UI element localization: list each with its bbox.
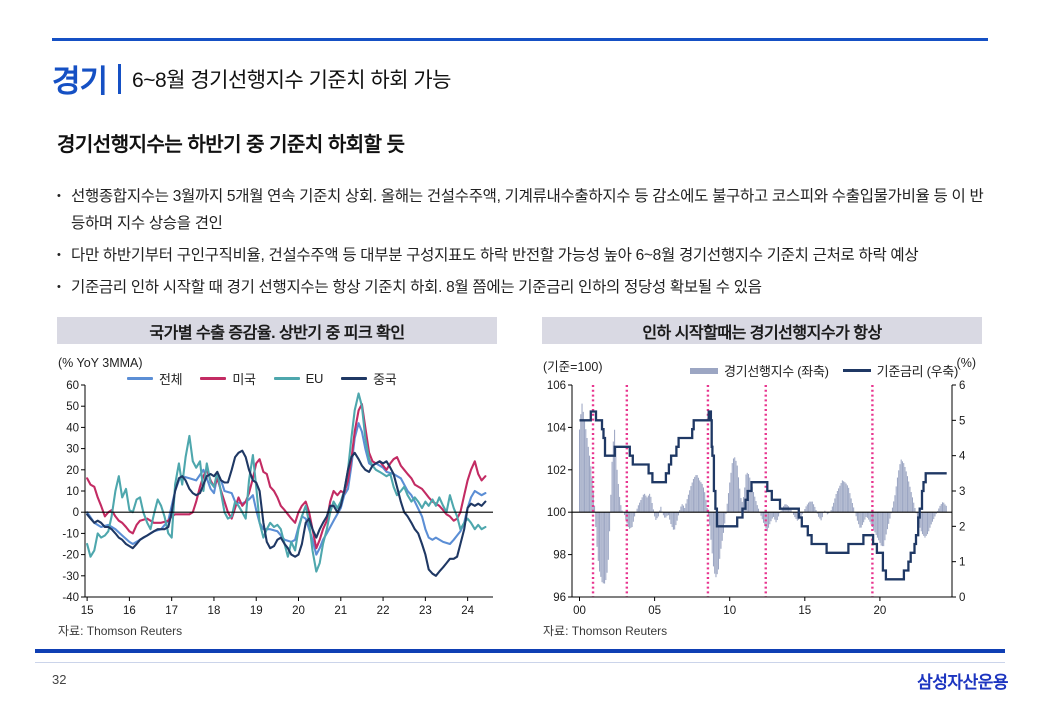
bullet-item: • 기준금리 인하 시작할 때 경기 선행지수는 항상 기준치 하회. 8월 쯤에… bbox=[57, 274, 992, 301]
legend-swatch bbox=[273, 377, 300, 380]
svg-text:21: 21 bbox=[334, 605, 347, 617]
svg-text:00: 00 bbox=[573, 605, 586, 617]
page-title: 6~8월 경기선행지수 기준치 하회 가능 bbox=[132, 68, 451, 92]
leading-index-policy-rate-chart: 인하 시작할때는 경기선행지수가 항상 (기준=100) (%) 경기선행지수 … bbox=[542, 317, 982, 652]
svg-text:40: 40 bbox=[66, 422, 79, 434]
legend-swatch bbox=[341, 377, 368, 380]
legend-label: 중국 bbox=[373, 372, 397, 387]
bottom-rule bbox=[35, 649, 1005, 653]
svg-text:17: 17 bbox=[165, 605, 178, 617]
bullet-list: • 선행종합지수는 3월까지 5개월 연속 기준치 상회. 올해는 건설수주액, … bbox=[57, 183, 992, 307]
source-note: 자료: Thomson Reuters bbox=[543, 624, 668, 638]
svg-text:19: 19 bbox=[250, 605, 263, 617]
svg-text:6: 6 bbox=[959, 380, 965, 392]
svg-text:4: 4 bbox=[959, 451, 966, 463]
svg-text:05: 05 bbox=[648, 605, 661, 617]
y-axis-unit-label: (% YoY 3MMA) bbox=[58, 356, 143, 370]
bottom-thin-rule bbox=[35, 662, 1005, 663]
section-title: 경기 bbox=[52, 64, 108, 99]
legend-label: 전체 bbox=[159, 372, 183, 387]
chart-legend: 전체 미국 EU 중국 bbox=[127, 369, 397, 388]
svg-text:20: 20 bbox=[874, 605, 887, 617]
svg-text:5: 5 bbox=[959, 415, 965, 427]
svg-text:15: 15 bbox=[798, 605, 811, 617]
chart-legend: 경기선행지수 (좌축) 기준금리 (우축) bbox=[690, 361, 958, 380]
svg-text:16: 16 bbox=[123, 605, 136, 617]
legend-label: 미국 bbox=[232, 372, 256, 387]
legend-swatch bbox=[690, 367, 718, 374]
bullet-dot: • bbox=[57, 249, 61, 262]
left-axis-unit-label: (기준=100) bbox=[543, 360, 603, 374]
svg-text:-40: -40 bbox=[62, 592, 79, 604]
legend-swatch bbox=[127, 377, 153, 380]
chart-title: 국가별 수출 증감율. 상반기 중 피크 확인 bbox=[57, 317, 497, 344]
svg-text:0: 0 bbox=[73, 507, 79, 519]
svg-text:2: 2 bbox=[959, 521, 965, 533]
legend-item: 경기선행지수 (좌축) bbox=[690, 361, 829, 380]
svg-text:1: 1 bbox=[959, 557, 965, 569]
subtitle: 경기선행지수는 하반기 중 기준치 하회할 듯 bbox=[57, 134, 405, 156]
page-number: 32 bbox=[52, 672, 67, 687]
legend-swatch bbox=[200, 377, 227, 380]
legend-item: 기준금리 (우축) bbox=[842, 361, 959, 380]
legend-swatch bbox=[842, 369, 871, 372]
legend-item: 미국 bbox=[200, 369, 256, 388]
svg-text:18: 18 bbox=[208, 605, 221, 617]
source-note: 자료: Thomson Reuters bbox=[58, 624, 183, 638]
bullet-item: • 다만 하반기부터 구인구직비율, 건설수주액 등 대부분 구성지표도 하락 반… bbox=[57, 242, 992, 269]
bullet-text: 다만 하반기부터 구인구직비율, 건설수주액 등 대부분 구성지표도 하락 반전… bbox=[71, 247, 919, 265]
svg-text:22: 22 bbox=[377, 605, 390, 617]
svg-text:3: 3 bbox=[959, 486, 965, 498]
svg-text:23: 23 bbox=[419, 605, 432, 617]
header: 경기 6~8월 경기선행지수 기준치 하회 가능 bbox=[52, 56, 451, 101]
svg-text:20: 20 bbox=[66, 465, 79, 477]
bullet-text: 기준금리 인하 시작할 때 경기 선행지수는 항상 기준치 하회. 8월 쯤에는… bbox=[71, 279, 762, 297]
svg-text:-30: -30 bbox=[62, 571, 79, 583]
export-growth-chart: 국가별 수출 증감율. 상반기 중 피크 확인 (% YoY 3MMA) 전체 … bbox=[57, 317, 497, 652]
legend-label: 경기선행지수 (좌축) bbox=[724, 364, 829, 379]
legend-item: 중국 bbox=[341, 369, 397, 388]
legend-item: EU bbox=[273, 371, 324, 386]
svg-text:10: 10 bbox=[66, 486, 79, 498]
bullet-dot: • bbox=[57, 281, 61, 294]
svg-text:20: 20 bbox=[292, 605, 305, 617]
chart-title: 인하 시작할때는 경기선행지수가 항상 bbox=[542, 317, 982, 344]
bullet-text: 선행종합지수는 3월까지 5개월 연속 기준치 상회. 올해는 건설수주액, 기… bbox=[71, 188, 984, 233]
svg-text:50: 50 bbox=[66, 401, 79, 413]
company-logo: 삼성자산운용 bbox=[917, 673, 1008, 692]
legend-item: 전체 bbox=[127, 369, 183, 388]
legend-label: EU bbox=[305, 371, 324, 386]
bullet-dot: • bbox=[57, 190, 61, 202]
bullet-item: • 선행종합지수는 3월까지 5개월 연속 기준치 상회. 올해는 건설수주액, … bbox=[57, 183, 992, 237]
svg-text:98: 98 bbox=[553, 550, 566, 562]
header-divider bbox=[118, 63, 122, 94]
svg-text:106: 106 bbox=[547, 380, 566, 392]
svg-text:15: 15 bbox=[81, 605, 94, 617]
svg-text:102: 102 bbox=[547, 465, 566, 477]
svg-text:30: 30 bbox=[66, 444, 79, 456]
svg-text:96: 96 bbox=[553, 592, 566, 604]
svg-text:10: 10 bbox=[723, 605, 736, 617]
right-axis-unit-label: (%) bbox=[956, 356, 976, 370]
svg-text:-20: -20 bbox=[62, 550, 79, 562]
svg-text:0: 0 bbox=[959, 592, 965, 604]
svg-text:24: 24 bbox=[461, 605, 474, 617]
svg-text:-10: -10 bbox=[62, 528, 79, 540]
svg-text:60: 60 bbox=[66, 380, 79, 392]
top-rule bbox=[52, 38, 988, 41]
legend-label: 기준금리 (우축) bbox=[876, 364, 959, 379]
svg-text:100: 100 bbox=[547, 507, 566, 519]
svg-text:104: 104 bbox=[547, 422, 567, 434]
